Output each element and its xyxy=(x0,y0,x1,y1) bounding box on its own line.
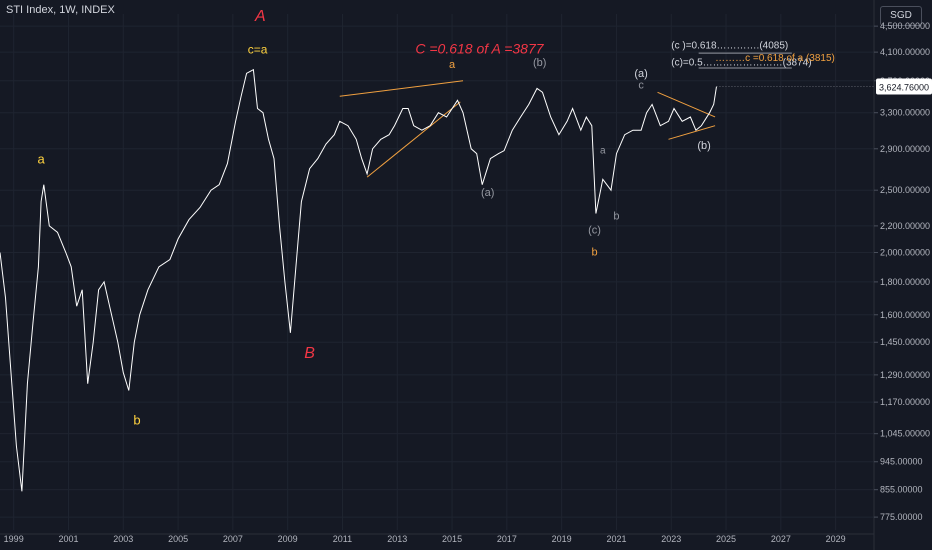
trend-line xyxy=(668,125,716,140)
x-tick-label: 2019 xyxy=(552,534,572,544)
price-series xyxy=(0,68,717,492)
y-tick-label: 2,200.00000 xyxy=(880,221,930,231)
x-tick-label: 2005 xyxy=(168,534,188,544)
x-tick-label: 2007 xyxy=(223,534,243,544)
wave-label: b xyxy=(613,211,619,223)
trend-lines xyxy=(339,52,792,178)
x-tick-label: 2027 xyxy=(771,534,791,544)
y-tick-label: 2,000.00000 xyxy=(880,247,930,257)
wave-label: C =0.618 of A =3877 xyxy=(415,40,544,56)
y-tick-label: 1,290.00000 xyxy=(880,370,930,380)
y-tick-label: 1,800.00000 xyxy=(880,277,930,287)
x-tick-label: 2013 xyxy=(387,534,407,544)
y-tick-label: 2,500.00000 xyxy=(880,185,930,195)
wave-label: b xyxy=(133,412,140,427)
y-tick-label: 1,450.00000 xyxy=(880,337,930,347)
x-tick-label: 1999 xyxy=(4,534,24,544)
y-tick-label: 3,300.00000 xyxy=(880,108,930,118)
x-tick-label: 2001 xyxy=(58,534,78,544)
wave-label: a xyxy=(37,152,45,167)
x-tick-label: 2021 xyxy=(606,534,626,544)
annotations: Ac=a a b B C =0.618 of A =3877 a (b) (a) (c) b a b (… xyxy=(37,8,834,427)
y-tick-label: 4,100.00000 xyxy=(880,47,930,57)
fib-note: (c)=0.5……………………(3874) xyxy=(671,58,811,69)
wave-label: b xyxy=(591,246,597,258)
trend-line xyxy=(657,91,716,118)
wave-label: c xyxy=(638,79,644,91)
x-tick-label: 2009 xyxy=(278,534,298,544)
currency-selector[interactable]: SGD xyxy=(880,6,922,26)
last-price-box xyxy=(876,78,932,95)
y-tick-label: 2,900.00000 xyxy=(880,144,930,154)
last-price-label: 3,624.76000 xyxy=(879,82,929,92)
x-tick-label: 2029 xyxy=(826,534,846,544)
x-tick-label: 2003 xyxy=(113,534,133,544)
wave-label: a xyxy=(600,146,606,157)
wave-label: a xyxy=(449,59,456,71)
y-tick-label: 775.00000 xyxy=(880,512,923,522)
wave-label: (b) xyxy=(533,57,546,69)
y-tick-label: 945.00000 xyxy=(880,457,923,467)
last-price-tag: 3,624.76000 xyxy=(716,78,932,95)
symbol-title: STI Index, 1W, INDEX xyxy=(6,4,115,16)
x-axis: 1999 2001 2003 2005 2007 2009 2011 2013 2015 2017… xyxy=(0,533,874,544)
wave-label: (b) xyxy=(697,140,710,152)
wave-label: c=a xyxy=(248,42,268,56)
fib-note: (c )=0.618………….(4085) xyxy=(671,41,788,52)
x-tick-label: 2023 xyxy=(661,534,681,544)
wave-label: (a) xyxy=(634,68,647,80)
y-tick-label: 1,170.00000 xyxy=(880,397,930,407)
trend-line xyxy=(339,80,464,97)
trend-line xyxy=(366,101,461,178)
wave-label: B xyxy=(304,345,315,362)
y-tick-label: 855.00000 xyxy=(880,485,923,495)
y-tick-label: 4,500.00000 xyxy=(880,21,930,31)
x-tick-label: 2011 xyxy=(333,534,352,544)
y-tick-label: 1,600.00000 xyxy=(880,310,930,320)
grid xyxy=(0,14,874,530)
x-tick-label: 2017 xyxy=(497,534,517,544)
x-tick-label: 2015 xyxy=(442,534,462,544)
wave-label: (c) xyxy=(588,225,601,237)
x-tick-label: 2025 xyxy=(716,534,736,544)
y-tick-label: 1,045.00000 xyxy=(880,429,930,439)
fib-note: ………c =0.618 of a (3815) xyxy=(715,53,835,64)
wave-label: (a) xyxy=(481,187,494,199)
wave-label: A xyxy=(254,8,266,25)
